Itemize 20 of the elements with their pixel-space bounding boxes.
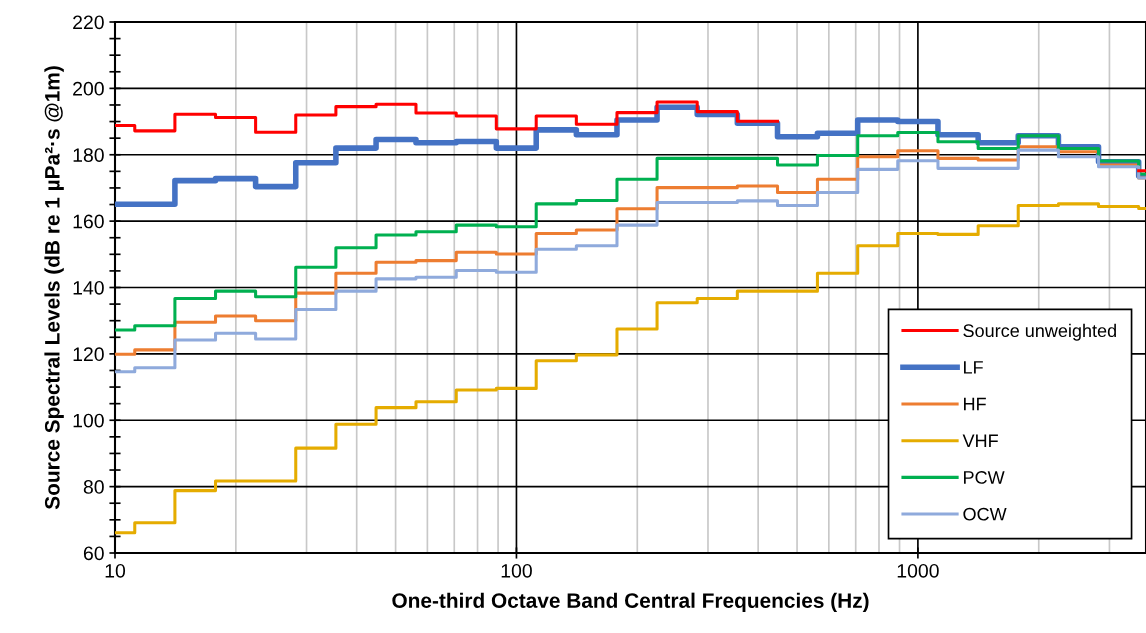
y-tick-label: 220 — [73, 15, 104, 30]
y-tick-label: 140 — [73, 280, 104, 295]
y-tick-label: 80 — [83, 480, 104, 494]
y-tick-label: 60 — [83, 546, 104, 561]
y-tick-label: 120 — [73, 347, 104, 362]
y-tick-label: 180 — [73, 148, 104, 162]
y-axis-title: Source Spectral Levels (dB re 1 µPa²·s @1m) — [44, 66, 64, 510]
legend-label: HF — [964, 397, 986, 411]
legend-label: PCW — [964, 471, 1005, 484]
legend-label: Source unweighted — [963, 323, 1116, 341]
x-tick-label: 10 — [105, 563, 126, 578]
y-tick-label: 160 — [73, 214, 104, 229]
x-axis-title: One-third Octave Band Central Frequencies (Hz) — [392, 592, 869, 613]
x-tick-label: 1000 — [897, 563, 939, 578]
y-tick-label: 100 — [73, 413, 104, 428]
x-tick-label: 100 — [501, 563, 532, 578]
y-tick-label: 200 — [73, 81, 104, 96]
legend-label: OCW — [963, 507, 1007, 521]
legend-label: LF — [964, 361, 983, 374]
legend-label: VHF — [962, 434, 998, 447]
